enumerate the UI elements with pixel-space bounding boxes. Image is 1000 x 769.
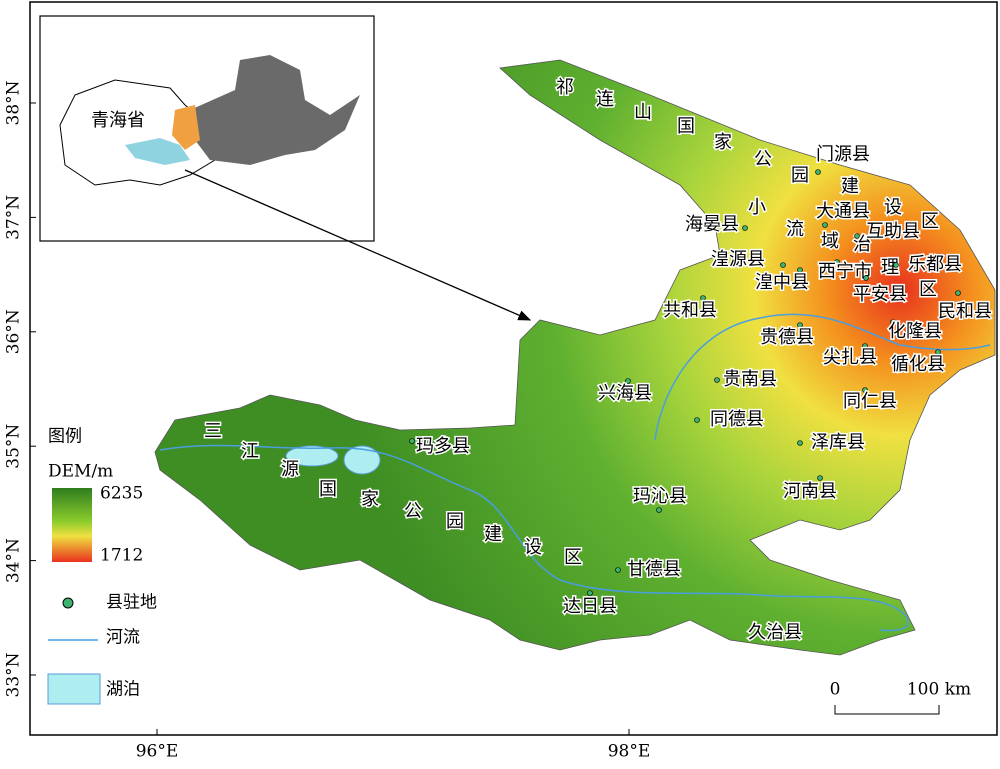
- county-label: 同德县: [710, 409, 764, 430]
- county-label: 化隆县: [888, 321, 942, 342]
- lake: [343, 445, 381, 475]
- county-seat: [714, 377, 720, 383]
- legend-lake-symbol: [47, 673, 101, 705]
- county-seat: [862, 343, 868, 349]
- county-label: 西宁市: [818, 261, 872, 282]
- lat-label: 35°N: [4, 424, 24, 469]
- county-seat: [890, 319, 896, 325]
- lat-label: 38°N: [4, 80, 24, 125]
- county-label: 贵南县: [723, 369, 777, 390]
- legend-dem-max: 6235: [100, 484, 143, 504]
- county-seat: [742, 225, 748, 231]
- inset-label: 青海省: [91, 110, 145, 131]
- county-seat: [797, 267, 803, 273]
- county-label: 贵德县: [760, 327, 814, 348]
- county-seat: [955, 290, 961, 296]
- county-label: 湟中县: [755, 272, 809, 293]
- county-seat: [815, 169, 821, 175]
- legend-river: 河流: [106, 628, 140, 648]
- county-seat: [862, 387, 868, 393]
- county-label: 达日县: [563, 596, 617, 617]
- inset-area: [172, 105, 200, 150]
- county-label: 共和县: [663, 300, 717, 321]
- county-seat: [893, 262, 899, 268]
- legend-lake: 湖泊: [106, 680, 140, 700]
- county-label: 循化县: [891, 354, 945, 375]
- county-label: 海晏县: [685, 214, 739, 235]
- legend-dem-title: DEM/m: [48, 462, 113, 482]
- county-seat: [863, 275, 869, 281]
- lon-label: 98°E: [608, 742, 651, 762]
- county-label: 河南县: [783, 481, 837, 502]
- county-label: 兴海县: [598, 383, 652, 404]
- lon-label: 96°E: [136, 742, 179, 762]
- inset-basin: [190, 55, 360, 165]
- county-label: 泽库县: [811, 432, 865, 453]
- county-label: 同仁县: [843, 391, 897, 412]
- legend-title: 图例: [48, 427, 82, 447]
- lat-label: 37°N: [4, 195, 24, 240]
- legend-dem-min: 1712: [100, 546, 143, 566]
- scale-label: 100 km: [907, 680, 971, 700]
- county-seat: [797, 440, 803, 446]
- county-label: 玛多县: [416, 436, 470, 457]
- arrow: [184, 169, 532, 321]
- county-label: 乐都县: [908, 254, 962, 275]
- region-label: 祁连山国家公园建设区: [556, 77, 939, 232]
- county-label: 门源县: [816, 144, 870, 165]
- lat-label: 36°N: [4, 309, 24, 354]
- county-label: 久治县: [748, 622, 802, 643]
- study-area: [154, 59, 996, 656]
- county-seat: [935, 349, 941, 355]
- inset-area: [125, 138, 190, 165]
- county-seat: [854, 233, 860, 239]
- scale-bar: [834, 705, 940, 715]
- lake: [285, 445, 339, 467]
- county-seat: [615, 567, 621, 573]
- county-label: 玛沁县: [633, 486, 687, 507]
- lat-label: 33°N: [4, 652, 24, 697]
- legend-seat-symbol: [62, 597, 74, 609]
- county-seat: [656, 507, 662, 513]
- county-seat: [780, 262, 786, 268]
- county-seat: [822, 222, 828, 228]
- county-label: 互助县: [866, 221, 920, 242]
- county-seat: [625, 378, 631, 384]
- county-label: 平安县: [853, 284, 907, 305]
- scale-label: 0: [830, 680, 841, 700]
- county-seat: [817, 475, 823, 481]
- county-seat: [587, 590, 593, 596]
- county-label: 大通县: [816, 201, 870, 222]
- county-label: 甘德县: [627, 559, 681, 580]
- county-seat: [694, 417, 700, 423]
- county-label: 尖扎县: [823, 347, 877, 368]
- county-label: 湟源县: [711, 249, 765, 270]
- region-label: 三江源国 家公 园建设区: [204, 421, 582, 568]
- colorbar: [52, 488, 92, 562]
- county-seat: [700, 295, 706, 301]
- lat-label: 34°N: [4, 538, 24, 583]
- river: [159, 313, 991, 632]
- county-seat: [409, 438, 415, 444]
- county-seat: [834, 259, 840, 265]
- region-label: 小流域 治理区: [748, 197, 937, 300]
- legend-seat: 县驻地: [106, 593, 157, 613]
- county-label: 民和县: [938, 301, 992, 322]
- county-seat: [797, 322, 803, 328]
